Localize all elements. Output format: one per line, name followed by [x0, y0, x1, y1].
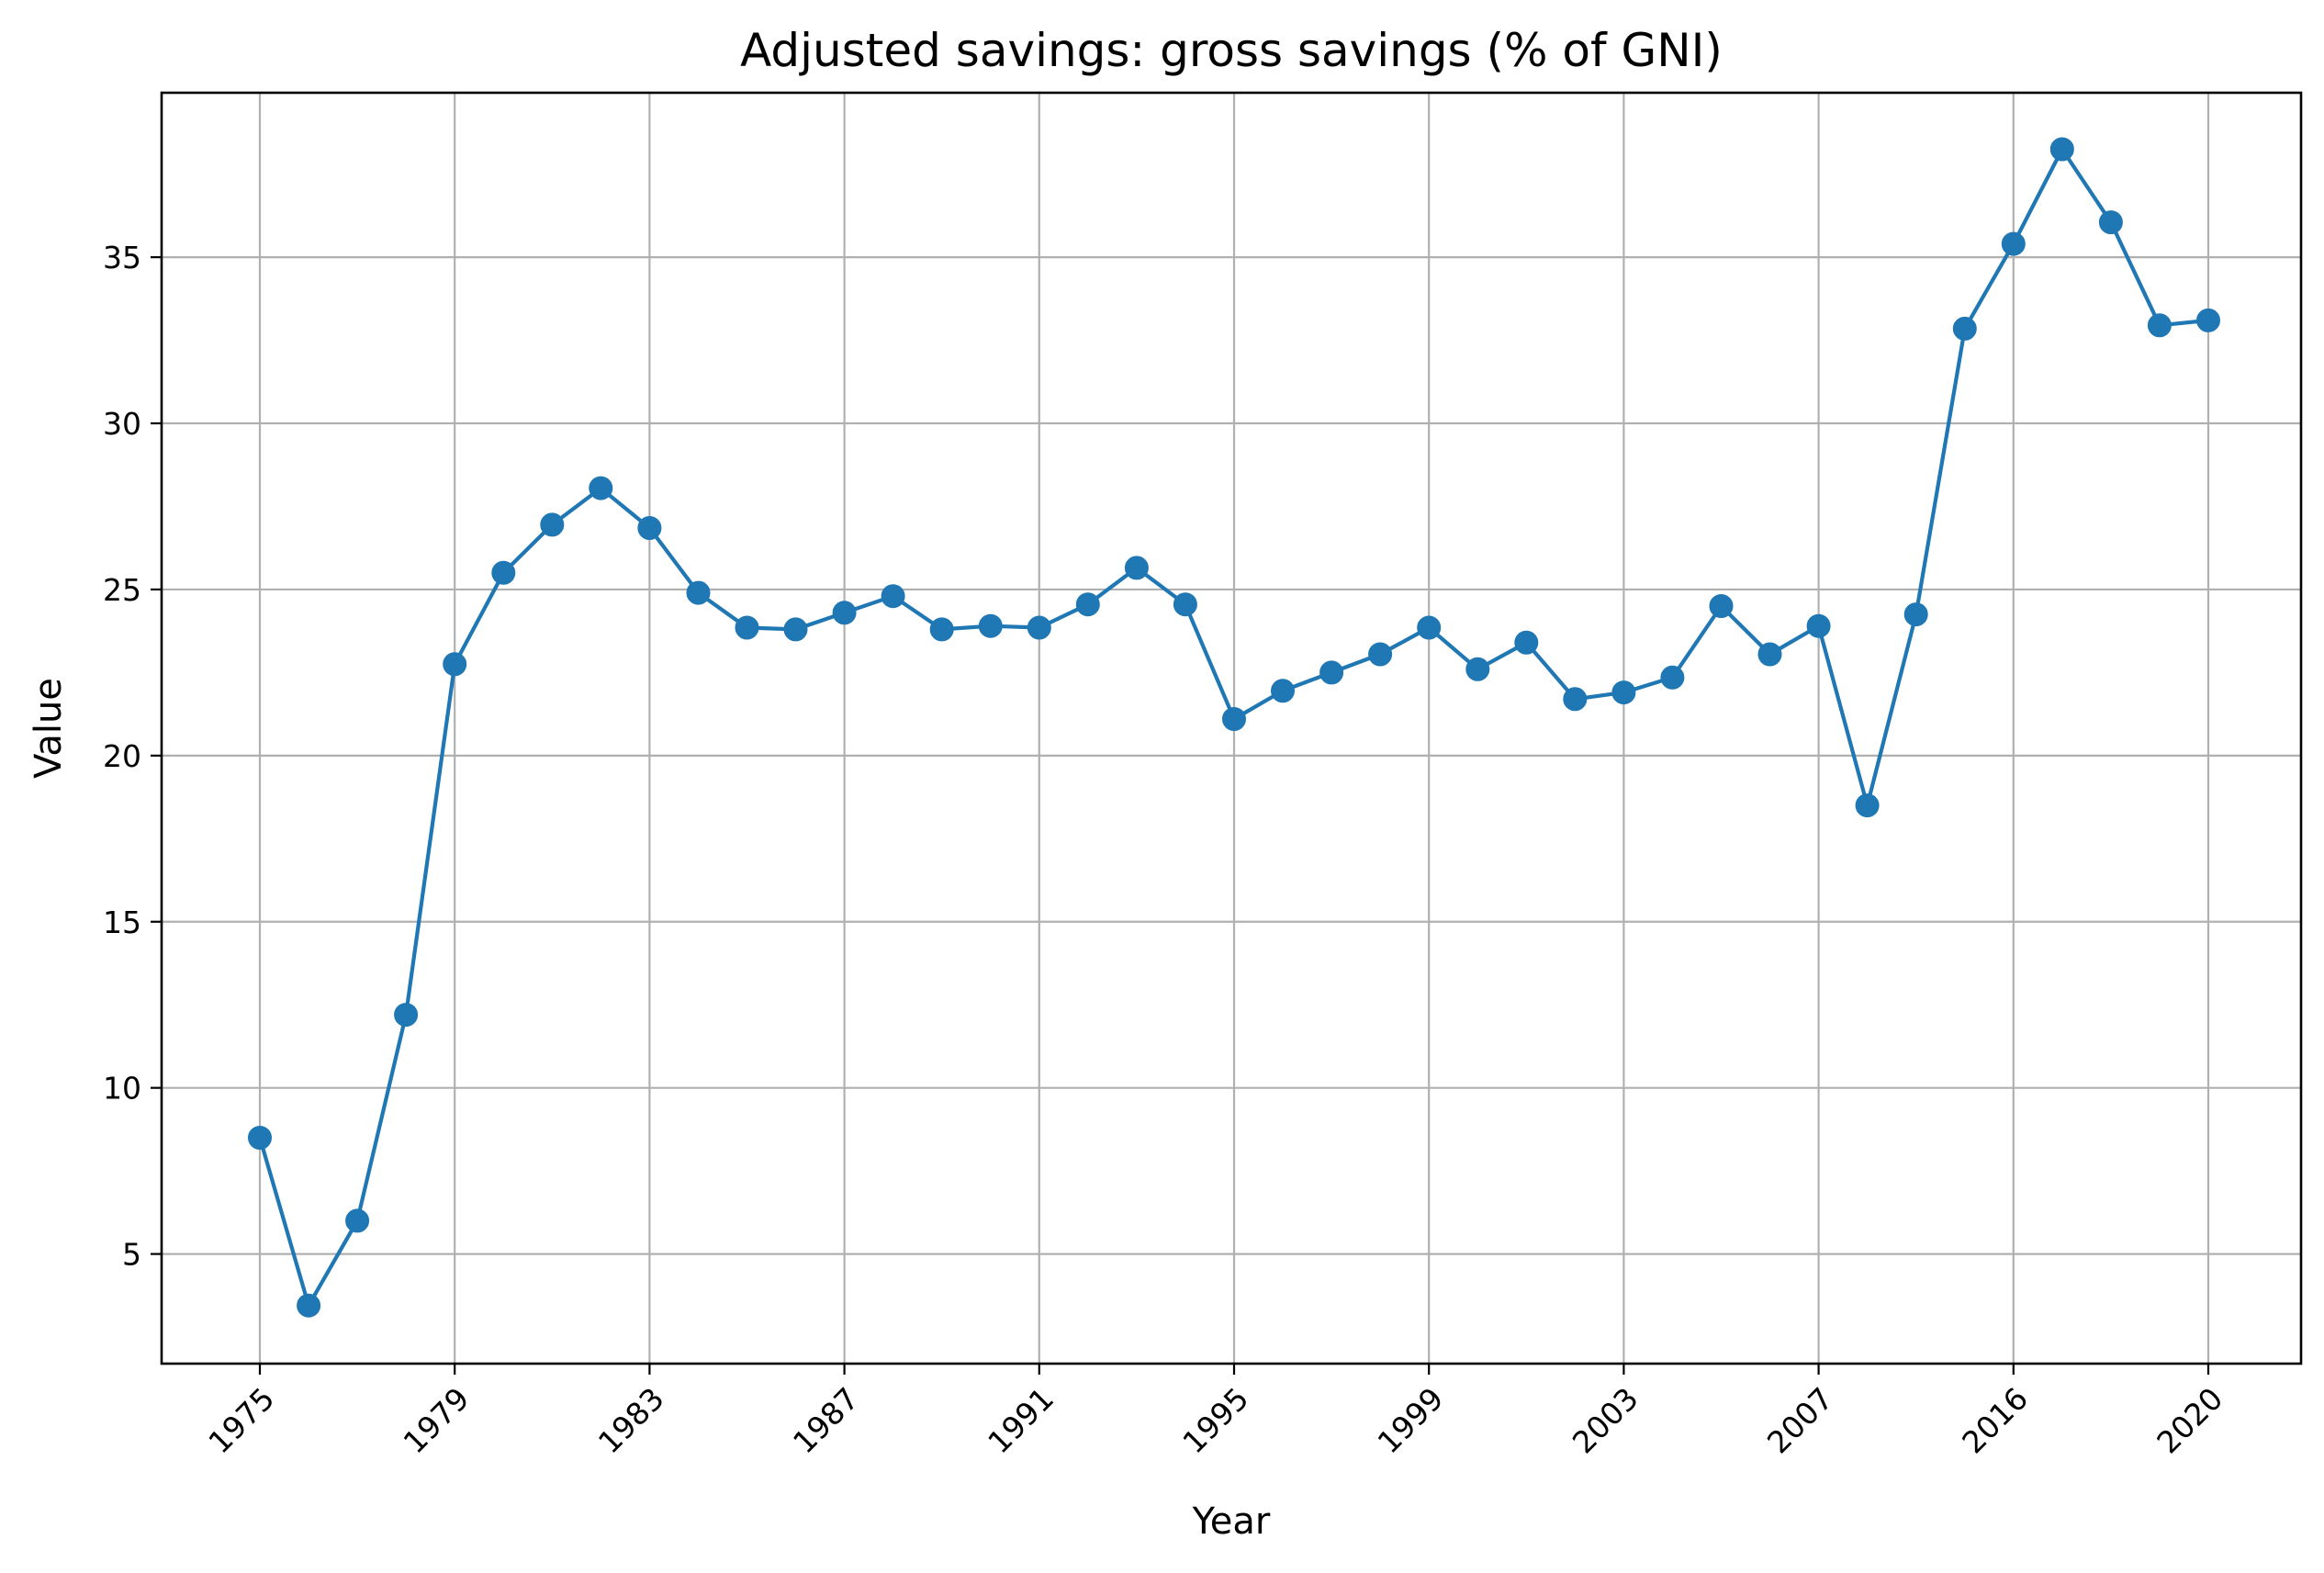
data-point-1987[interactable] — [832, 601, 857, 625]
data-point-1993[interactable] — [1124, 556, 1149, 580]
data-point-1999[interactable] — [1417, 615, 1442, 640]
chart-title: Adjusted savings: gross savings (% of GN… — [740, 24, 1723, 77]
data-point-1976[interactable] — [297, 1293, 321, 1318]
data-point-1988[interactable] — [881, 584, 905, 609]
data-point-2002[interactable] — [1563, 687, 1588, 712]
series-layer — [248, 137, 2220, 1318]
data-point-1980[interactable] — [491, 560, 516, 585]
data-point-1991[interactable] — [1027, 615, 1051, 640]
x-tick-label: 1995 — [1175, 1380, 1255, 1460]
data-point-1995[interactable] — [1222, 707, 1246, 731]
data-point-2008[interactable] — [1855, 793, 1880, 818]
data-point-1996[interactable] — [1271, 679, 1295, 703]
x-tick-label: 2020 — [2150, 1380, 2229, 1460]
x-tick-label: 1979 — [397, 1380, 477, 1460]
y-tick-label: 25 — [103, 572, 141, 608]
x-tick-label: 2003 — [1566, 1380, 1645, 1460]
data-point-2004[interactable] — [1660, 665, 1685, 690]
data-point-1985[interactable] — [735, 615, 759, 640]
data-point-1975[interactable] — [248, 1126, 272, 1150]
x-tick-label: 1983 — [591, 1380, 671, 1460]
data-point-1978[interactable] — [394, 1003, 419, 1028]
x-tick-label: 1999 — [1371, 1380, 1451, 1460]
data-point-1994[interactable] — [1173, 592, 1197, 617]
data-point-2000[interactable] — [1465, 657, 1490, 681]
data-point-2020[interactable] — [2196, 308, 2220, 332]
x-tick-label: 2016 — [1955, 1380, 2035, 1460]
data-point-2015[interactable] — [1952, 316, 1977, 341]
data-point-1998[interactable] — [1368, 642, 1393, 667]
data-point-2019[interactable] — [2147, 313, 2172, 338]
data-point-2006[interactable] — [1757, 642, 1782, 667]
data-point-1992[interactable] — [1075, 592, 1100, 617]
x-tick-label: 1991 — [981, 1380, 1061, 1460]
data-point-2018[interactable] — [2098, 210, 2123, 235]
plot-frame — [160, 91, 2303, 1365]
y-tick-label: 35 — [103, 240, 141, 275]
y-tick-label: 15 — [103, 904, 141, 940]
data-point-1997[interactable] — [1319, 660, 1344, 685]
data-point-2014[interactable] — [1903, 602, 1928, 627]
data-point-1981[interactable] — [540, 512, 565, 537]
data-point-1977[interactable] — [345, 1208, 370, 1233]
data-point-2007[interactable] — [1806, 613, 1831, 638]
x-tick-label: 2007 — [1760, 1380, 1840, 1460]
y-axis-title: Value — [28, 678, 70, 779]
data-point-1982[interactable] — [589, 476, 613, 500]
data-point-2016[interactable] — [2001, 231, 2026, 256]
data-point-1989[interactable] — [929, 617, 954, 642]
x-tick-label: 1975 — [201, 1380, 281, 1460]
x-axis-title: Year — [1192, 1500, 1271, 1543]
y-tick-label: 5 — [122, 1237, 141, 1273]
data-point-2001[interactable] — [1514, 630, 1539, 655]
y-tick-label: 20 — [103, 738, 141, 774]
data-point-1984[interactable] — [686, 580, 711, 605]
data-point-2003[interactable] — [1611, 680, 1636, 705]
data-point-1986[interactable] — [783, 617, 808, 642]
data-point-1979[interactable] — [443, 652, 467, 677]
data-point-1983[interactable] — [637, 516, 662, 540]
data-point-2017[interactable] — [2049, 137, 2074, 162]
x-tick-label: 1987 — [786, 1380, 866, 1460]
y-tick-label: 30 — [103, 406, 141, 442]
data-point-1990[interactable] — [978, 613, 1003, 638]
y-tick-label: 10 — [103, 1071, 141, 1107]
data-point-2005[interactable] — [1709, 594, 1734, 618]
grid — [162, 93, 2301, 1364]
